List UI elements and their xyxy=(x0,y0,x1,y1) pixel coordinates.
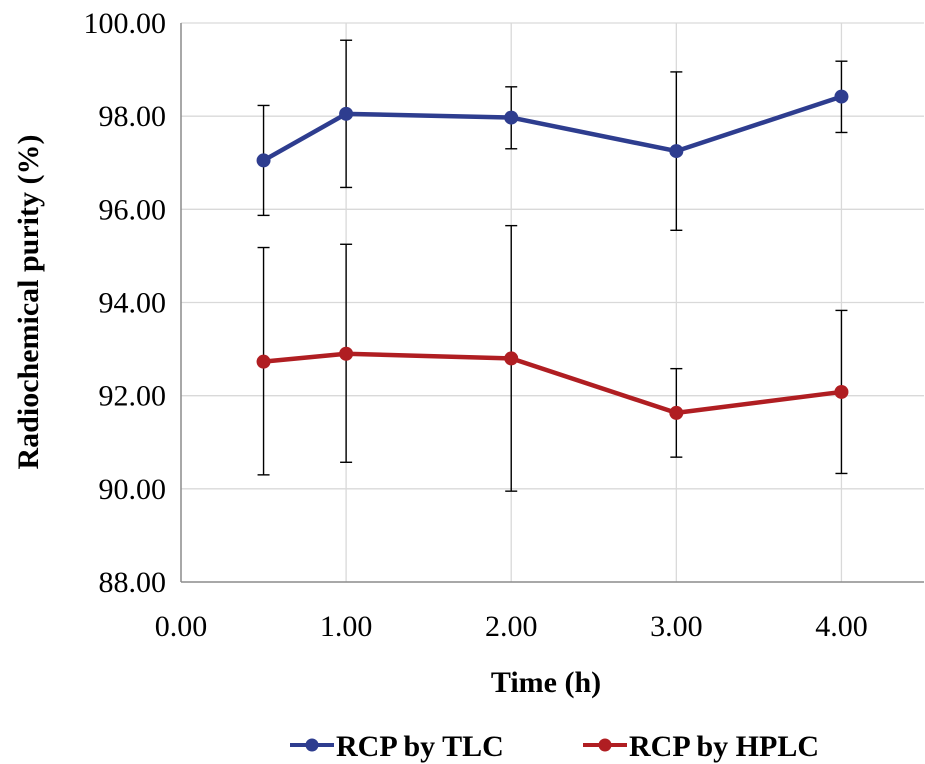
y-tick-label: 90.00 xyxy=(99,473,167,506)
data-point xyxy=(256,153,271,168)
data-point xyxy=(339,346,354,361)
x-tick-label: 2.00 xyxy=(485,610,538,643)
legend-item-hplc: RCP by HPLC xyxy=(583,730,819,763)
data-series xyxy=(256,39,849,492)
legend: RCP by TLC RCP by HPLC xyxy=(290,730,819,763)
x-tick-label: 3.00 xyxy=(650,610,703,643)
x-tick-labels: 0.00 1.00 2.00 3.00 4.00 xyxy=(155,610,868,643)
series-line xyxy=(263,351,842,416)
y-tick-label: 100.00 xyxy=(84,7,167,40)
y-tick-label: 92.00 xyxy=(99,380,167,413)
y-tick-label: 94.00 xyxy=(99,287,167,320)
y-tick-label: 96.00 xyxy=(99,193,167,226)
y-tick-label: 88.00 xyxy=(99,566,167,599)
data-point xyxy=(504,351,519,366)
series-line xyxy=(262,94,843,163)
x-tick-label: 4.00 xyxy=(815,610,868,643)
legend-label-tlc: RCP by TLC xyxy=(336,730,504,763)
data-point xyxy=(834,384,849,399)
axes xyxy=(180,23,924,583)
y-axis-title: Radiochemical purity (%) xyxy=(12,135,45,470)
data-point xyxy=(256,354,271,369)
data-point xyxy=(669,405,684,420)
data-point xyxy=(669,144,684,159)
x-tick-label: 1.00 xyxy=(320,610,373,643)
data-point xyxy=(339,106,354,121)
series-0 xyxy=(256,39,849,231)
y-tick-label: 98.00 xyxy=(99,100,167,133)
x-axis-title: Time (h) xyxy=(491,666,601,699)
series-1 xyxy=(256,224,849,492)
y-tick-labels: 88.00 90.00 92.00 94.00 96.00 98.00 100.00 xyxy=(84,7,167,599)
legend-swatch-hplc-marker xyxy=(598,738,612,752)
x-tick-label: 0.00 xyxy=(155,610,208,643)
legend-label-hplc: RCP by HPLC xyxy=(629,730,819,763)
legend-item-tlc: RCP by TLC xyxy=(290,730,504,763)
legend-swatch-tlc-marker xyxy=(305,738,319,752)
data-point xyxy=(504,110,519,125)
data-point xyxy=(834,89,849,104)
